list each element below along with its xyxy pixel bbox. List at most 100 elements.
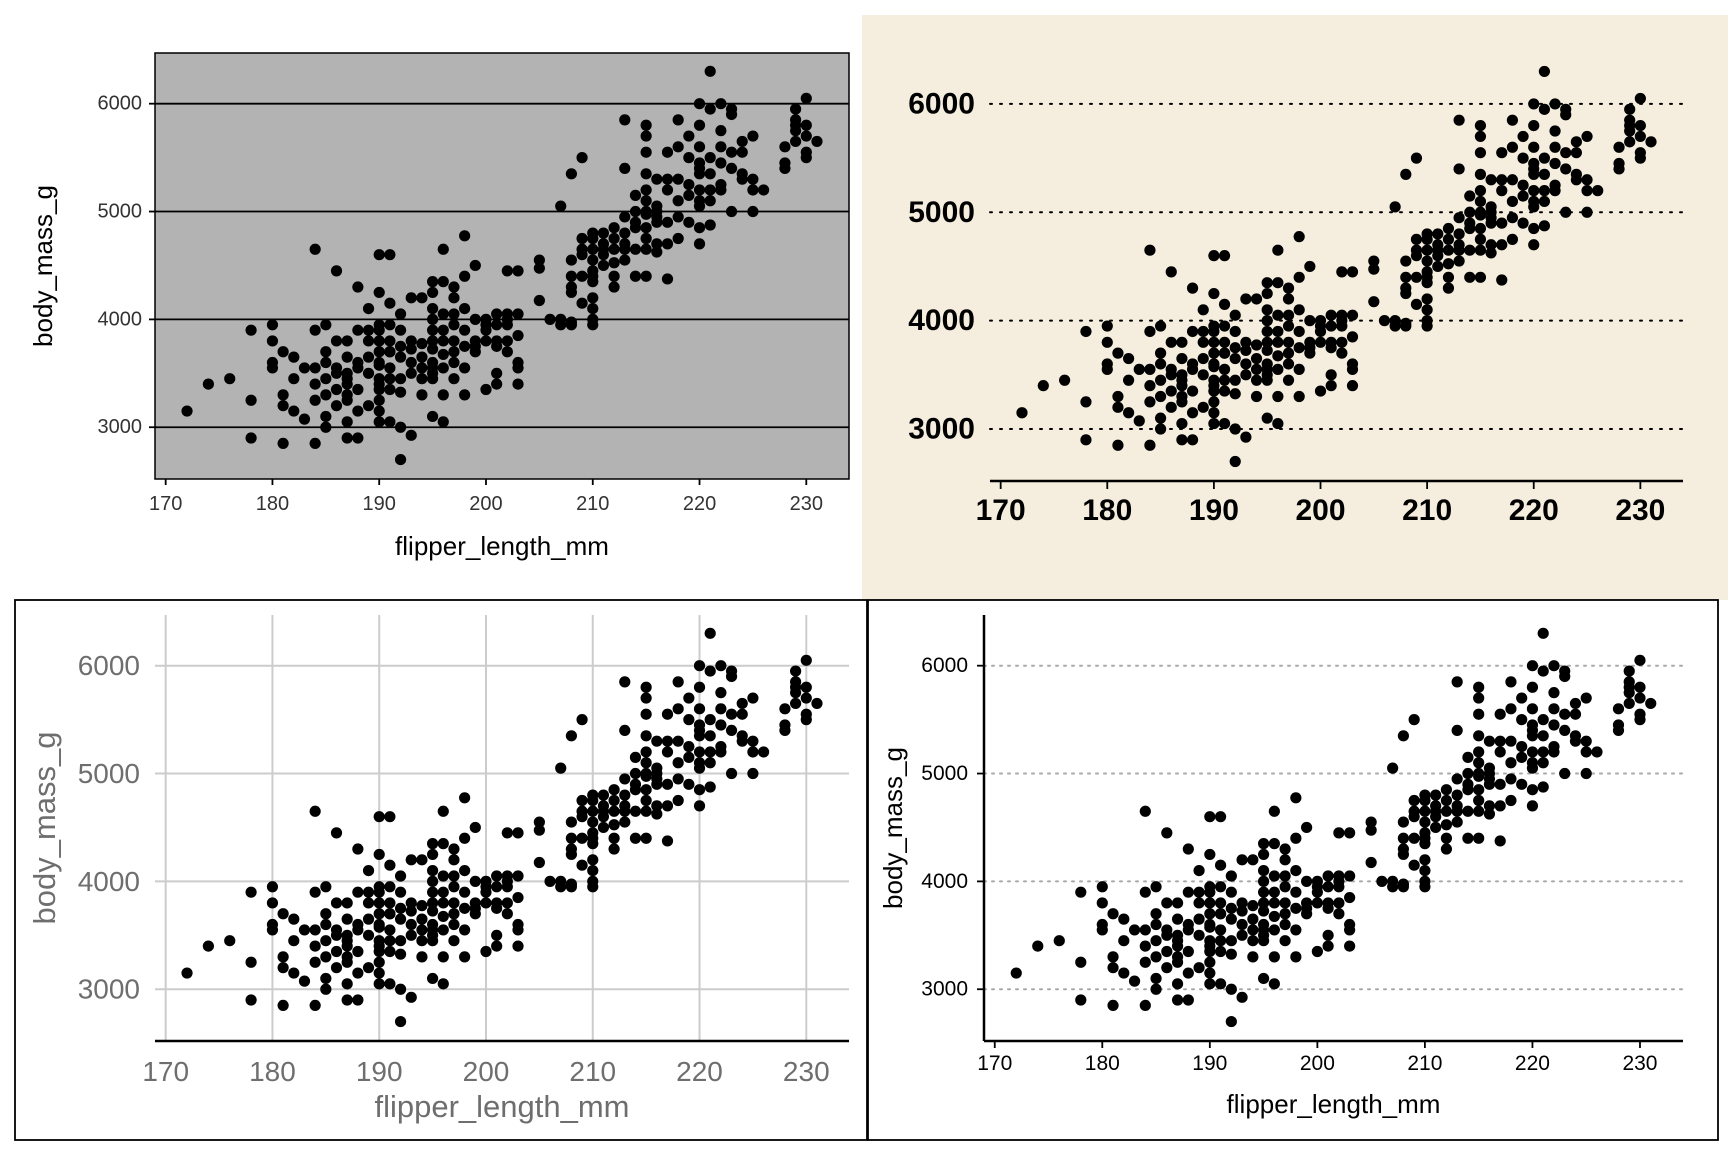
data-point (1613, 141, 1625, 153)
data-point (427, 324, 439, 336)
data-point (362, 865, 375, 877)
data-point (1410, 250, 1423, 262)
data-point (533, 254, 545, 266)
data-point (1591, 746, 1603, 758)
data-point (469, 902, 481, 914)
data-point (362, 886, 375, 898)
data-point (1214, 924, 1227, 936)
data-point (1592, 185, 1604, 197)
data-point (565, 168, 578, 180)
data-point (1410, 233, 1423, 245)
data-point (1240, 344, 1252, 357)
data-point (480, 383, 492, 396)
data-point (480, 335, 492, 347)
data-point (245, 994, 257, 1006)
data-point (1150, 983, 1162, 995)
data-point (565, 281, 578, 293)
data-point (683, 152, 695, 164)
data-point (1150, 972, 1162, 985)
x-tick-label: 180 (1082, 494, 1132, 527)
data-point (1150, 918, 1162, 931)
data-point (715, 125, 727, 137)
data-point (405, 343, 417, 355)
data-point (1301, 902, 1313, 914)
data-point (1432, 244, 1444, 256)
data-point (501, 335, 513, 347)
data-point (608, 794, 620, 807)
data-point (1258, 865, 1270, 877)
data-point (1581, 206, 1593, 218)
data-point (437, 838, 449, 850)
data-point (384, 908, 396, 920)
data-point (373, 940, 385, 952)
data-point (640, 681, 652, 693)
data-point (693, 119, 706, 131)
data-point (1473, 746, 1485, 758)
data-point (1171, 913, 1184, 925)
data-point (725, 162, 738, 174)
data-point (1171, 951, 1184, 963)
data-point (587, 881, 599, 893)
data-point (693, 222, 706, 234)
data-point (394, 913, 407, 925)
data-point (640, 184, 652, 196)
data-point (1279, 881, 1291, 893)
data-point (1204, 897, 1216, 909)
data-point (555, 200, 567, 212)
data-point (437, 416, 449, 428)
data-point (1154, 390, 1167, 403)
data-point (288, 405, 300, 417)
data-point (1440, 843, 1453, 855)
data-point (661, 746, 674, 758)
data-point (1204, 848, 1216, 861)
data-point (1193, 886, 1205, 898)
data-point (629, 222, 642, 234)
data-point (1537, 714, 1549, 726)
data-point (1272, 390, 1284, 403)
data-point (437, 886, 449, 898)
data-point (651, 238, 663, 250)
data-point (800, 92, 812, 104)
data-point (288, 913, 300, 925)
data-point (480, 313, 492, 325)
data-point (362, 962, 375, 974)
data-point (1293, 342, 1305, 354)
data-point (1236, 929, 1248, 941)
data-point (1624, 103, 1636, 115)
data-point (587, 854, 599, 866)
data-point (576, 859, 588, 871)
data-point (1107, 962, 1119, 974)
data-point (693, 184, 706, 196)
data-point (1304, 260, 1316, 273)
data-point (1440, 832, 1453, 844)
data-point (1474, 130, 1487, 143)
data-point (277, 389, 289, 401)
data-point (533, 856, 545, 869)
data-point (448, 908, 460, 920)
data-point (800, 692, 812, 704)
data-point (1311, 945, 1323, 958)
panel-top-right: 170 180 190 200 210 220 230 3000 4000 5000 6000 (862, 15, 1728, 600)
data-point (1037, 380, 1049, 392)
data-point (1473, 681, 1485, 693)
data-point (1368, 296, 1380, 308)
data-point (1080, 396, 1092, 408)
data-point (448, 918, 460, 931)
data-point (309, 324, 321, 336)
data-point (619, 162, 631, 174)
data-point (587, 319, 599, 331)
data-point (512, 940, 524, 952)
data-point (1261, 374, 1273, 386)
data-point (1485, 174, 1497, 186)
data-point (587, 865, 599, 877)
data-point (1144, 244, 1156, 256)
data-point (683, 178, 695, 191)
data-point (587, 816, 599, 828)
data-point (1538, 220, 1550, 232)
data-point (597, 243, 610, 255)
data-point (384, 249, 396, 261)
data-point (1197, 336, 1209, 348)
data-point (1272, 277, 1284, 289)
y-tick-label: 4000 (98, 308, 143, 330)
data-point (1537, 757, 1549, 769)
